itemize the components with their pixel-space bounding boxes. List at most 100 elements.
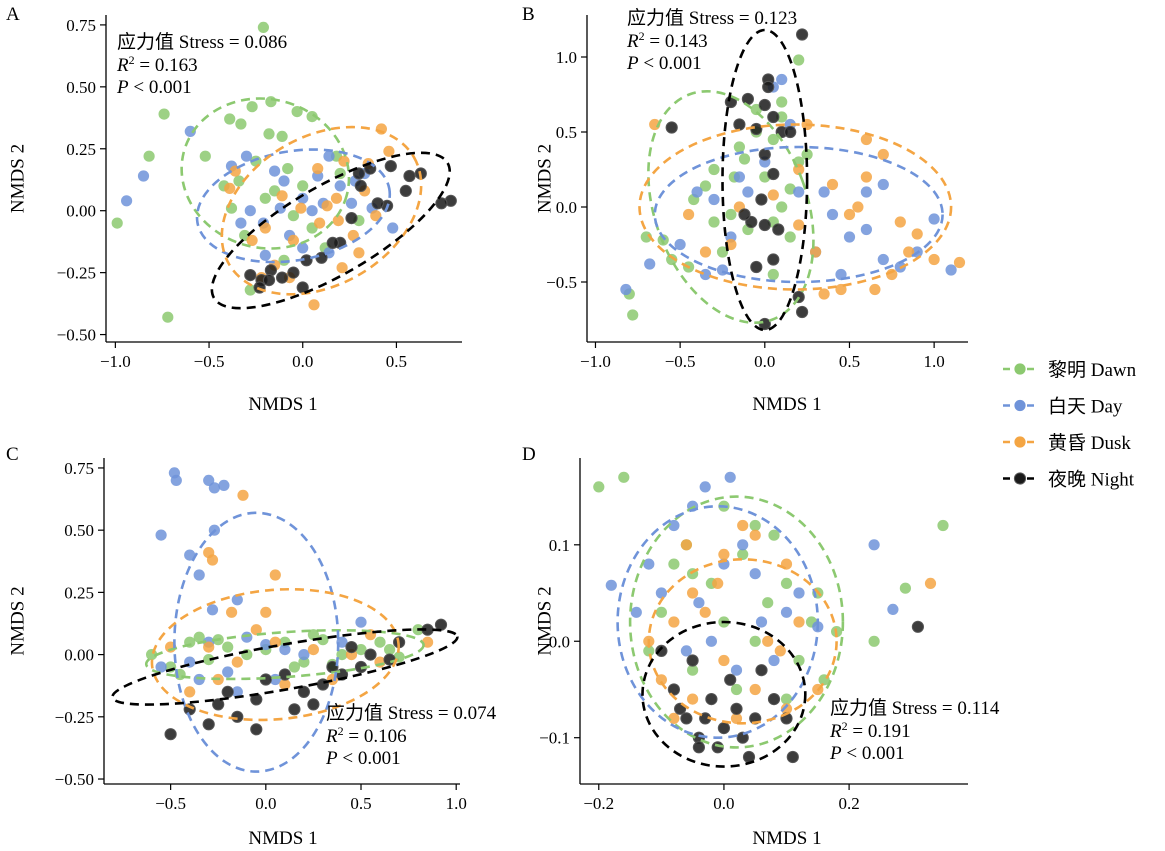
data-point	[793, 654, 805, 667]
y-axis-label: NMDS 2	[8, 144, 29, 213]
data-point	[246, 234, 258, 246]
data-point	[937, 519, 949, 532]
y-tick-label: 0.50	[66, 78, 96, 97]
data-point	[336, 262, 348, 274]
y-tick-label: −0.50	[55, 770, 94, 789]
legend-marker	[1013, 472, 1027, 485]
y-tick-label: −0.50	[57, 326, 96, 345]
data-point	[334, 180, 346, 192]
legend-marker	[1014, 399, 1026, 412]
data-point	[347, 229, 359, 242]
data-point	[718, 548, 730, 561]
data-point	[699, 268, 712, 281]
y-tick-label: 0.50	[64, 521, 94, 540]
data-point	[692, 741, 706, 754]
data-point	[644, 258, 656, 270]
data-point	[260, 606, 272, 618]
panel-b: −1.0 −0.5 0.0 0.5 1.0 −0.5 0.0 0.5 1.0 NMDS 1 NMDS…	[522, 4, 968, 415]
data-point	[655, 674, 668, 686]
data-point	[730, 702, 743, 715]
data-point	[741, 92, 755, 106]
data-point	[758, 148, 771, 161]
stress-text: 应力值 Stress = 0.086	[117, 31, 287, 53]
p-value-text: P < 0.001	[626, 53, 702, 74]
legend-item: 黄昏 Dusk	[1003, 432, 1131, 454]
data-point	[326, 236, 339, 249]
data-point	[899, 582, 912, 594]
data-point	[203, 654, 215, 666]
data-point	[877, 253, 889, 266]
data-point	[793, 54, 805, 66]
confidence-ellipse	[647, 557, 838, 725]
data-point	[354, 179, 367, 192]
data-point	[297, 180, 309, 192]
data-point	[193, 631, 205, 643]
data-point	[321, 200, 333, 212]
x-tick-label: 0.0	[292, 352, 313, 371]
legend-marker	[1014, 363, 1026, 375]
legend-item: 夜晚 Night	[1003, 469, 1135, 491]
data-point	[718, 654, 730, 667]
y-tick-label: −0.25	[57, 264, 96, 283]
y-axis-label: NMDS 2	[535, 586, 556, 655]
data-point	[774, 645, 786, 657]
data-point	[620, 283, 632, 296]
data-point	[665, 121, 678, 134]
y-tick-label: 0.0	[549, 632, 570, 651]
data-point	[683, 208, 695, 221]
data-point	[730, 712, 743, 725]
x-tick-label: 0.0	[713, 794, 734, 813]
data-point	[742, 186, 754, 198]
points-group	[146, 467, 448, 741]
data-point	[699, 246, 712, 258]
data-point	[869, 283, 881, 296]
y-tick-label: −0.25	[55, 708, 94, 727]
data-point	[593, 481, 605, 493]
r2-text: R2 = 0.106	[325, 724, 407, 747]
confidence-ellipse	[628, 495, 845, 749]
data-point	[336, 649, 348, 661]
confidence-ellipse	[647, 89, 815, 325]
data-point	[630, 606, 642, 618]
x-tick-label: 1.0	[446, 794, 467, 813]
ellipse-group	[616, 495, 845, 768]
data-point	[687, 587, 699, 599]
data-point	[750, 260, 763, 274]
data-point	[264, 264, 277, 277]
data-point	[345, 212, 358, 225]
data-point	[668, 519, 680, 532]
confidence-ellipse	[111, 628, 459, 706]
y-tick-label: −0.5	[546, 273, 577, 292]
data-point	[279, 678, 291, 691]
y-tick-label: −0.1	[539, 729, 570, 748]
data-point	[755, 616, 768, 628]
y-axis-label: NMDS 2	[8, 586, 29, 655]
legend: 黎明 Dawn 白天 Day 黄昏 Dusk 夜晚 Night	[1003, 359, 1137, 491]
data-point	[680, 712, 693, 725]
data-point	[877, 148, 889, 161]
data-point	[843, 208, 856, 221]
data-point	[725, 208, 737, 221]
data-point	[717, 722, 731, 735]
data-point	[772, 223, 785, 236]
data-point	[250, 723, 263, 736]
data-point	[767, 133, 779, 146]
data-point	[716, 246, 729, 258]
data-point	[860, 186, 873, 198]
data-point	[332, 215, 344, 227]
data-point	[903, 246, 915, 258]
data-point	[250, 624, 262, 636]
data-point	[137, 170, 150, 182]
confidence-ellipse	[195, 148, 392, 264]
data-point	[184, 125, 196, 137]
data-point	[749, 519, 761, 532]
data-point	[655, 587, 668, 599]
x-tick-label: 0.2	[838, 794, 859, 813]
data-point	[705, 635, 718, 647]
data-point	[780, 577, 793, 590]
panel-letter: B	[522, 4, 535, 25]
data-point	[767, 253, 780, 266]
data-point	[793, 587, 805, 599]
data-point	[222, 666, 234, 678]
